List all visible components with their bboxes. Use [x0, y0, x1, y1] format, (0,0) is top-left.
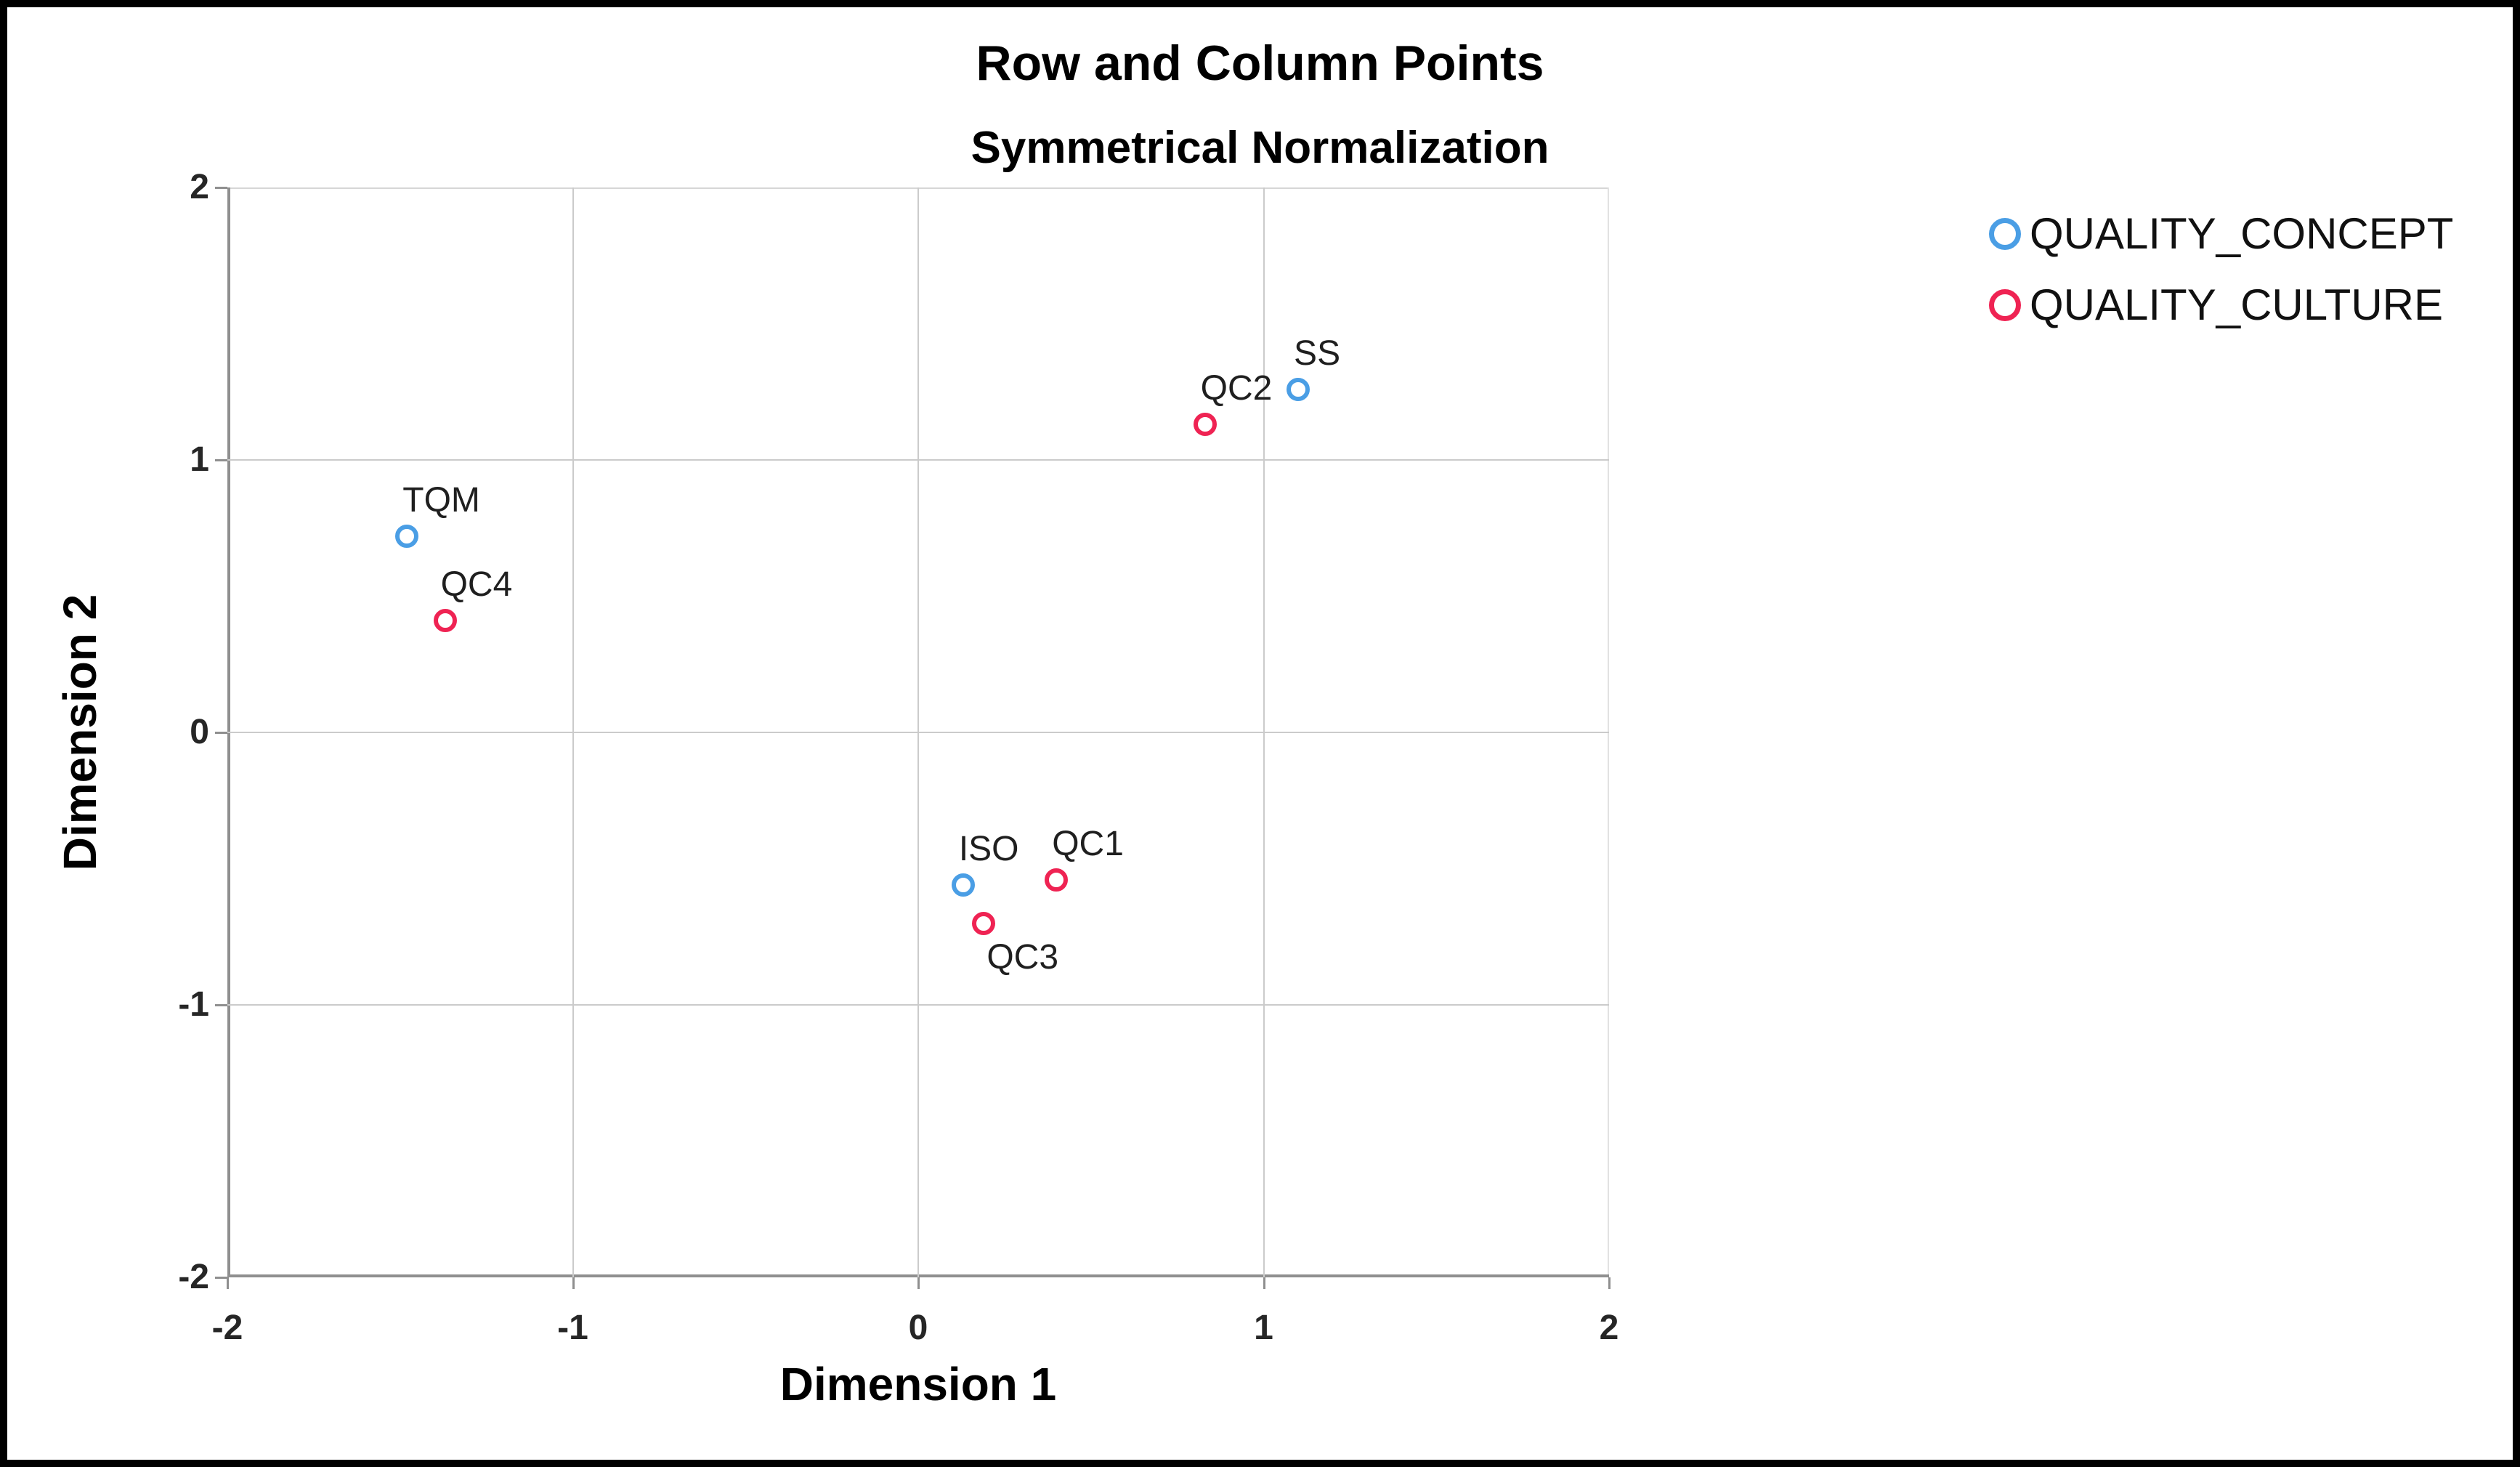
legend-label: QUALITY_CONCEPT [2030, 209, 2454, 258]
data-point-qc1 [1045, 868, 1069, 892]
gridline-horizontal [227, 459, 1609, 461]
plot-area: TQM ISO SS QC4 QC2 QC1 QC3 [227, 187, 1609, 1277]
point-label-qc1: QC1 [1052, 824, 1124, 863]
data-point-ss [1287, 377, 1310, 401]
x-axis-tick [572, 1277, 575, 1289]
x-tick-label: -2 [211, 1309, 243, 1347]
point-label-tqm: TQM [402, 481, 480, 520]
x-tick-label: 0 [908, 1309, 928, 1347]
point-label-iso: ISO [958, 830, 1019, 868]
x-axis-tick [917, 1277, 920, 1289]
y-axis-tick [215, 1277, 227, 1279]
chart-title: Row and Column Points [976, 36, 1544, 91]
legend: QUALITY_CONCEPT QUALITY_CULTURE [1989, 209, 2453, 330]
x-tick-label: 2 [1599, 1309, 1619, 1347]
y-axis-tick [215, 459, 227, 461]
legend-item: QUALITY_CONCEPT [1989, 209, 2453, 259]
y-axis-tick [215, 732, 227, 734]
x-axis-tick [1608, 1277, 1611, 1289]
data-point-tqm [395, 525, 419, 548]
point-label-qc3: QC3 [986, 937, 1059, 977]
y-tick-label: 1 [190, 440, 209, 479]
legend-item: QUALITY_CULTURE [1989, 280, 2453, 330]
point-label-qc2: QC2 [1200, 369, 1273, 408]
y-tick-label: -1 [178, 985, 209, 1024]
data-point-qc4 [433, 609, 457, 633]
y-axis-tick [215, 187, 227, 189]
y-tick-label: 2 [190, 168, 209, 206]
point-label-qc4: QC4 [440, 565, 513, 605]
y-axis-tick [215, 1004, 227, 1006]
gridline-horizontal [227, 1004, 1609, 1006]
x-axis-tick [1263, 1277, 1265, 1289]
data-point-iso [951, 873, 975, 897]
x-axis-tick [227, 1277, 229, 1289]
point-label-ss: SS [1294, 334, 1341, 373]
data-point-qc2 [1193, 413, 1217, 437]
x-tick-label: 1 [1254, 1309, 1273, 1347]
chart-subtitle: Symmetrical Normalization [971, 123, 1549, 173]
x-tick-label: -1 [557, 1309, 588, 1347]
y-tick-label: -2 [178, 1258, 209, 1296]
legend-label: QUALITY_CULTURE [2030, 280, 2444, 329]
x-axis-label: Dimension 1 [779, 1358, 1057, 1410]
legend-swatch-quality_concept-icon [1989, 218, 2021, 250]
legend-swatch-quality_culture-icon [1989, 289, 2021, 321]
data-point-qc3 [972, 911, 996, 935]
y-axis-label: Dimension 2 [54, 594, 106, 871]
gridline-horizontal [227, 732, 1609, 733]
y-tick-label: 0 [190, 713, 209, 751]
